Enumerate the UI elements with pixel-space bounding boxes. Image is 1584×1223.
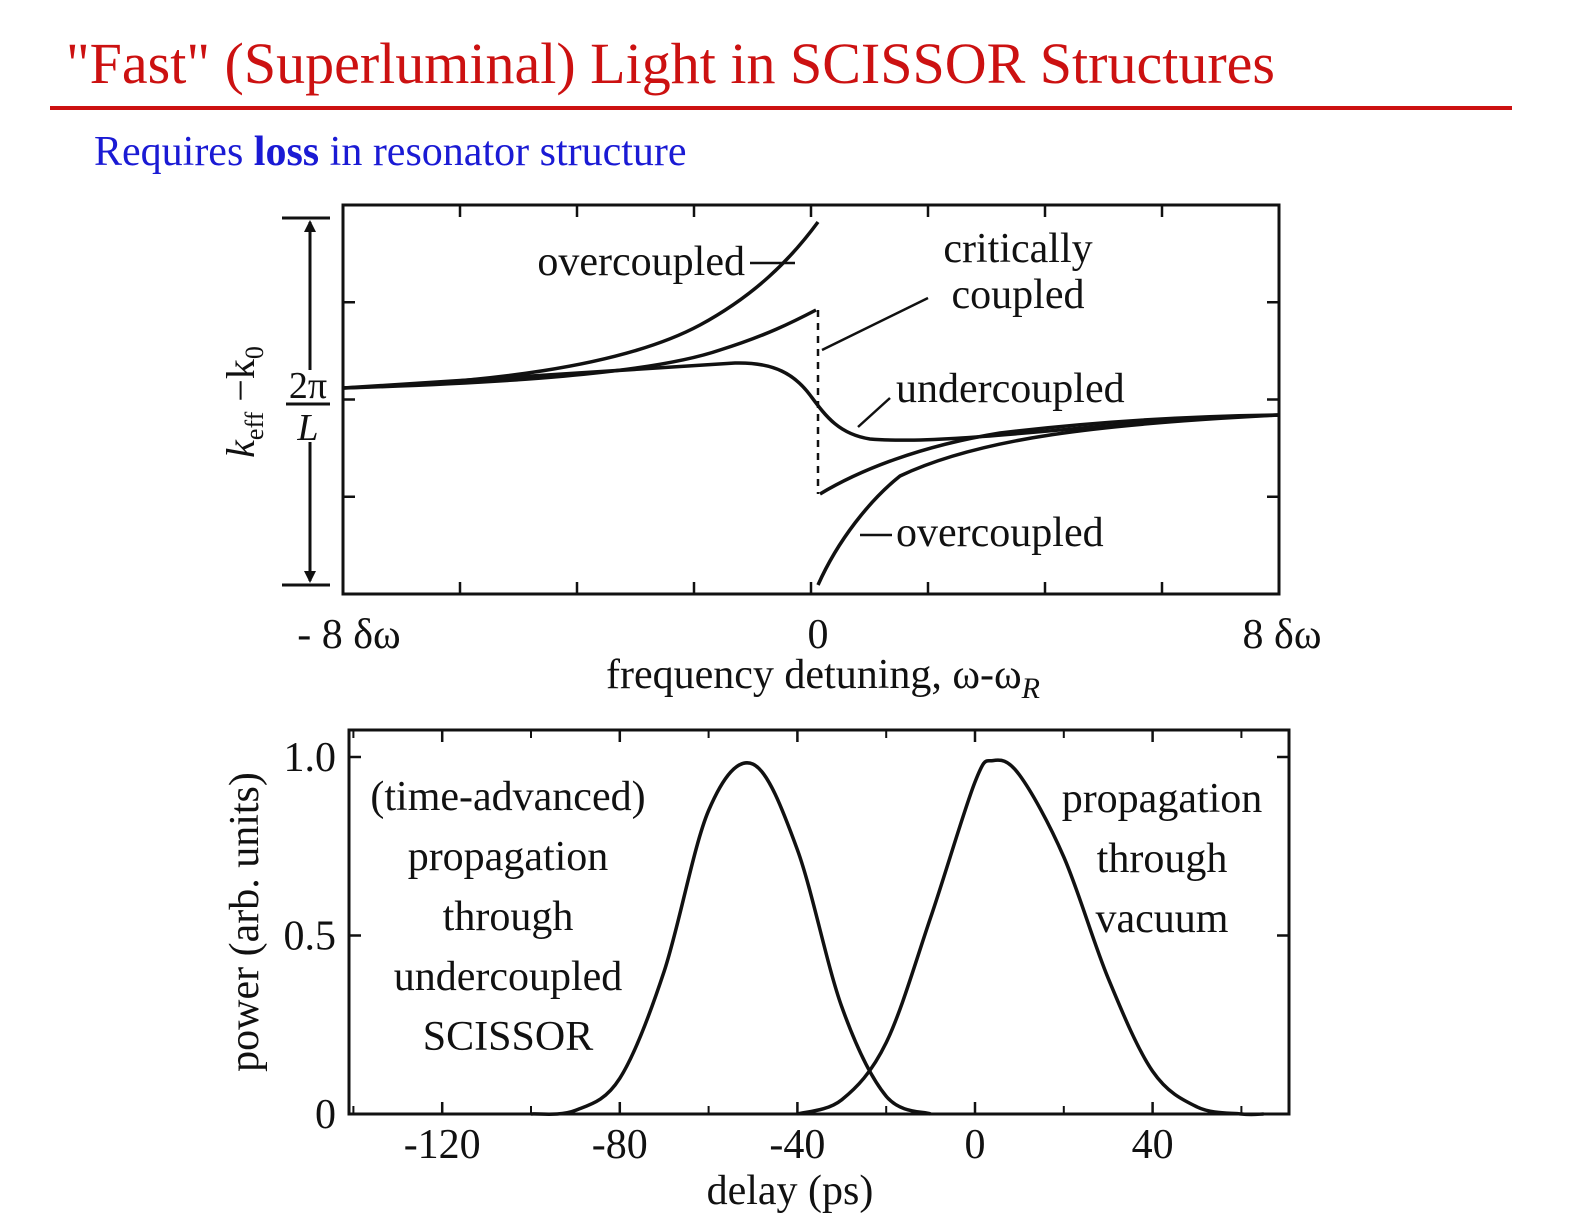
span-label-numerator: 2π <box>289 365 327 407</box>
annot-left-line-5: SCISSOR <box>423 1014 593 1060</box>
subtitle-emphasis: loss <box>253 129 320 175</box>
annot-right-line-1: propagation <box>1062 776 1263 822</box>
pulse-ytick-label: 1.0 <box>284 735 337 781</box>
dispersion-plot-frame <box>341 203 1281 596</box>
ylabel-minus-k: −k <box>218 359 263 412</box>
pulse-ticks <box>349 730 1289 1116</box>
label-overcoupled-bottom: overcoupled <box>896 510 1104 556</box>
pulse-plot-frame <box>347 728 1291 1116</box>
pulse-xtick-label: -40 <box>769 1122 825 1168</box>
ylabel-eff: eff <box>240 411 269 440</box>
pulse-y-label: power (arb. units) <box>222 772 268 1072</box>
annot-left-line-4: undercoupled <box>394 954 623 1000</box>
xtick-label-zero: 0 <box>808 612 829 658</box>
xtick-label-plus-8: 8 δω <box>1243 612 1322 658</box>
curve-overcoupled <box>342 220 1280 586</box>
pulse-xtick-label: 0 <box>965 1122 986 1168</box>
pulse-ytick-label: 0 <box>315 1092 336 1138</box>
subtitle: Requires loss in resonator structure <box>94 128 687 176</box>
label-critically: critically <box>943 226 1092 272</box>
title-underline <box>50 106 1512 110</box>
annot-left-line-1: (time-advanced) <box>370 774 645 820</box>
annot-left-line-2: propagation <box>408 834 609 880</box>
pulse-y-label-wrap: power (arb. units) <box>222 772 268 1072</box>
pulse-tick-labels: -120 -80 -40 0 40 0 0.5 1.0 <box>284 735 1174 1168</box>
dispersion-y-label: keff −k0 <box>218 346 269 458</box>
pulse-ytick-label: 0.5 <box>284 914 337 960</box>
annot-right-line-2: through <box>1097 836 1228 882</box>
pulse-xtick-label: -120 <box>404 1122 481 1168</box>
pulse-xtick-label: 40 <box>1132 1122 1174 1168</box>
annot-right-line-3: vacuum <box>1096 896 1229 942</box>
label-overcoupled-top: overcoupled <box>537 239 745 285</box>
svg-text:keff −k0: keff −k0 <box>218 346 269 458</box>
curve-undercoupled <box>342 361 1280 442</box>
dispersion-ticks <box>341 203 1281 596</box>
dispersion-x-label: frequency detuning, ω-ωR <box>606 652 1040 705</box>
pulse-scissor-curve <box>530 761 932 1116</box>
page-title: "Fast" (Superluminal) Light in SCISSOR S… <box>66 31 1275 96</box>
curve-critically-coupled <box>342 308 1280 496</box>
ylabel-zero: 0 <box>240 346 269 359</box>
xlabel-text: frequency detuning, ω-ω <box>606 652 1022 698</box>
leader-undercoupled <box>857 397 891 428</box>
label-undercoupled: undercoupled <box>896 366 1125 412</box>
label-coupled: coupled <box>952 272 1085 318</box>
annot-left-line-3: through <box>443 894 574 940</box>
dispersion-chart: 2π L keff −k0 overcoupled critically cou… <box>218 203 1322 705</box>
ylabel-k: k <box>218 439 263 458</box>
xtick-label-minus-8: - 8 δω <box>297 612 400 658</box>
pulse-vacuum-curve <box>796 758 1264 1117</box>
xlabel-subscript: R <box>1021 672 1040 705</box>
subtitle-text-post: in resonator structure <box>319 129 687 175</box>
span-label-denominator: L <box>296 407 318 449</box>
pulse-xtick-label: -80 <box>592 1122 648 1168</box>
subtitle-text-pre: Requires <box>94 129 254 175</box>
pulse-x-label: delay (ps) <box>707 1168 874 1214</box>
leader-critically-coupled <box>821 296 929 352</box>
